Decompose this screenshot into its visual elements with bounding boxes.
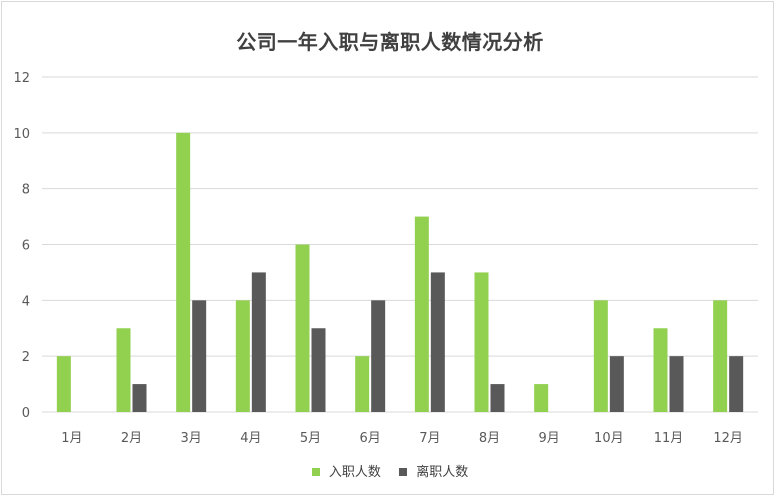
x-tick-label: 9月 [539,431,560,446]
bar-departures-2[interactable] [132,384,147,412]
bar-hires-1[interactable] [56,356,71,412]
bar-hires-5[interactable] [295,244,310,413]
y-tick-label: 4 [22,294,30,309]
x-tick-label: 7月 [419,431,440,446]
bar-hires-3[interactable] [176,132,191,413]
legend-item-hires[interactable]: 入职人数 [311,461,381,480]
bar-hires-9[interactable] [534,384,549,412]
x-tick-label: 11月 [654,431,684,446]
bar-hires-7[interactable] [414,216,429,412]
bar-hires-6[interactable] [355,356,370,412]
gridlines [42,76,758,413]
y-tick-label: 0 [22,406,30,421]
legend-swatch-departures [399,467,408,476]
bar-hires-8[interactable] [474,272,489,412]
bar-departures-8[interactable] [490,384,505,412]
legend: 入职人数 离职人数 [0,461,780,480]
bars [56,132,744,413]
x-tick-label: 10月 [594,431,624,446]
x-tick-label: 8月 [479,431,500,446]
bar-hires-4[interactable] [235,300,250,412]
y-axis-ticks: 0 2 4 6 8 10 12 [13,71,30,421]
x-tick-label: 3月 [181,431,202,446]
bar-departures-3[interactable] [192,300,207,412]
bar-departures-11[interactable] [669,356,684,412]
legend-label-hires: 入职人数 [328,465,381,480]
bar-hires-12[interactable] [713,300,728,412]
x-tick-label: 4月 [240,431,261,446]
bar-hires-10[interactable] [593,300,608,412]
y-tick-label: 2 [22,350,30,365]
bar-hires-2[interactable] [116,328,131,412]
x-tick-label: 5月 [300,431,321,446]
legend-item-departures[interactable]: 离职人数 [399,461,468,480]
x-tick-label: 1月 [61,431,82,446]
y-tick-label: 12 [13,71,30,86]
y-tick-label: 8 [22,183,30,198]
x-tick-label: 12月 [713,431,743,446]
bar-departures-7[interactable] [430,272,445,412]
y-tick-label: 6 [22,239,30,254]
bar-departures-5[interactable] [311,328,326,412]
x-tick-label: 6月 [360,431,381,446]
bar-departures-6[interactable] [371,300,386,412]
x-axis-ticks: 1月 2月 3月 4月 5月 6月 7月 8月 9月 10月 11月 12月 [61,431,743,446]
bar-departures-10[interactable] [609,356,624,412]
legend-label-departures: 离职人数 [416,465,469,480]
bar-departures-12[interactable] [729,356,744,412]
legend-swatch-hires [311,467,320,476]
y-tick-label: 10 [13,127,30,142]
chart-title: 公司一年入职与离职人数情况分析 [236,30,544,54]
bar-departures-4[interactable] [251,272,266,412]
x-tick-label: 2月 [121,431,142,446]
bar-hires-11[interactable] [653,328,668,412]
